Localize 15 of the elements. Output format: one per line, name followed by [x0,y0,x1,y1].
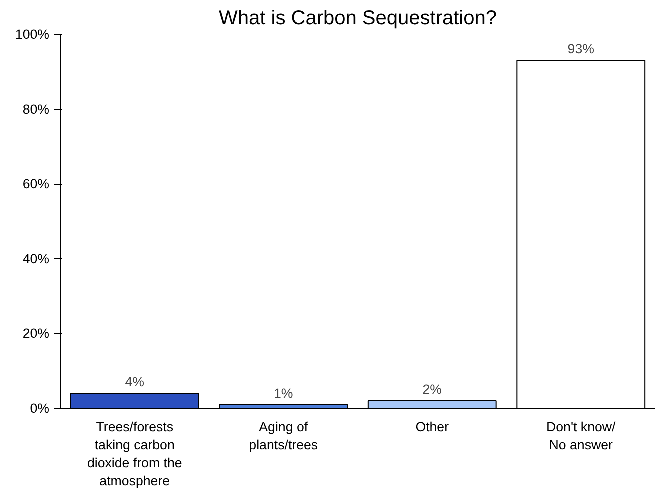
y-tick-label: 80% [22,102,50,117]
x-tick-label: Aging of plants/trees [249,420,318,452]
x-tick-label: Other [416,420,450,434]
y-tick-label: 100% [15,27,50,42]
y-tick-label: 60% [22,176,50,192]
data-label: 93% [568,42,595,57]
y-tick-label: 40% [22,251,50,266]
y-tick-label: 0% [30,401,50,416]
y-tick-label: 20% [22,326,50,342]
x-tick-label: Don't know/ No answer [546,420,616,452]
data-label: 1% [274,386,294,401]
chart-title: What is Carbon Sequestration? [219,8,497,30]
data-label: 4% [125,374,145,390]
data-label: 2% [422,382,442,398]
x-tick-label: Trees/forests taking carbon dioxide from the atmosphere [87,420,182,488]
